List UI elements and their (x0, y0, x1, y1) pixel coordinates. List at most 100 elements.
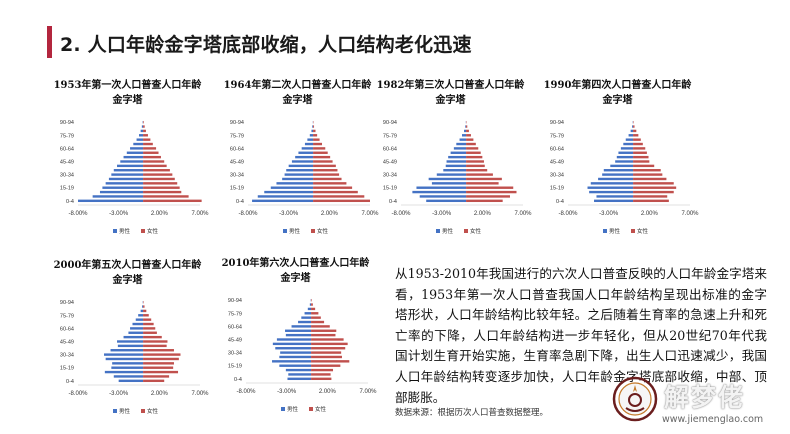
watermark-logo-icon (612, 376, 658, 422)
bar-male-0-4 (78, 199, 144, 203)
legend-swatch (283, 229, 287, 233)
bar-male-15-19 (111, 366, 144, 369)
bar-female-40-44 (313, 164, 336, 168)
legend-label: 女性 (315, 405, 327, 413)
bar-female-65-69 (143, 322, 154, 326)
y-tick-label: 30-34 (383, 173, 397, 179)
bar-female-35-39 (633, 169, 661, 172)
bar-female-30-34 (311, 351, 342, 354)
y-tick-label: 0-4 (389, 199, 397, 205)
bar-female-30-34 (466, 173, 493, 176)
bar-male-25-29 (598, 177, 634, 181)
bar-male-85-89 (141, 125, 144, 128)
x-tick-label: -3.00% (109, 391, 129, 397)
x-tick-label: -3.00% (599, 211, 619, 217)
y-tick-label: 30-34 (228, 351, 242, 357)
bar-male-70-74 (135, 318, 144, 321)
bar-female-70-74 (633, 138, 641, 141)
bar-male-40-44 (445, 164, 467, 168)
bar-male-15-19 (270, 186, 314, 189)
bar-female-55-59 (633, 151, 647, 154)
bar-male-45-49 (615, 160, 634, 163)
legend-swatch (309, 407, 313, 411)
bar-male-35-39 (286, 169, 314, 172)
watermark: 解梦佬 www.jiemenglao.com (612, 376, 787, 432)
y-tick-label: 30-34 (60, 353, 74, 359)
bar-male-10-14 (104, 370, 144, 374)
y-tick-label: 90-94 (383, 120, 397, 126)
bar-male-80-84 (140, 129, 144, 133)
x-tick-label: -3.00% (432, 211, 452, 217)
bar-male-45-49 (291, 160, 314, 163)
legend-swatch (113, 229, 117, 233)
bar-male-25-29 (108, 177, 144, 181)
x-tick-label: -3.00% (279, 211, 299, 217)
bar-female-10-14 (311, 368, 334, 372)
bar-female-0-4 (313, 199, 370, 203)
bar-female-50-54 (633, 155, 649, 159)
bar-male-0-4 (252, 199, 314, 203)
y-tick-label: 75-79 (228, 311, 242, 317)
bar-male-55-59 (128, 331, 144, 334)
bar-male-0-4 (287, 377, 312, 381)
bar-male-40-44 (117, 344, 144, 348)
y-tick-label: 75-79 (60, 133, 74, 139)
bar-female-80-84 (466, 129, 469, 133)
bar-male-0-4 (594, 199, 634, 203)
bar-male-45-49 (276, 338, 312, 341)
bar-female-20-24 (311, 360, 350, 363)
y-tick-label: 45-49 (230, 160, 244, 166)
bar-male-70-74 (136, 138, 144, 141)
y-tick-label: 90-94 (60, 120, 74, 126)
bar-female-65-69 (143, 142, 153, 146)
chart-title: 1964年第二次人口普查人口年龄金字塔 (223, 80, 372, 106)
bar-female-20-24 (466, 182, 499, 185)
y-tick-label: 0-4 (556, 199, 564, 205)
bar-male-10-14 (264, 190, 314, 194)
y-tick-label: 60-64 (230, 146, 244, 152)
x-tick-label: 2.00% (474, 211, 492, 217)
bar-male-5-9 (92, 195, 144, 198)
legend-label: 女性 (147, 227, 159, 235)
legend-swatch (436, 229, 440, 233)
bar-male-30-34 (284, 173, 314, 176)
bar-female-25-29 (143, 357, 179, 361)
legend-swatch (311, 229, 315, 233)
y-tick-label: 30-34 (60, 173, 74, 179)
pyramid-plot: 0-4 15-19 30-34 45-49 60-64 75-79 90-94 -8.00% -… (550, 120, 699, 235)
bar-female-50-54 (466, 155, 483, 159)
bar-male-25-29 (282, 177, 314, 181)
bar-female-65-69 (311, 320, 325, 324)
bar-female-45-49 (143, 340, 168, 343)
x-tick-label: -8.00% (68, 391, 88, 397)
legend-label: 女性 (637, 227, 649, 235)
pyramid-chart-1982: 1982年第三次人口普查人口年龄金字塔 0-4 15-19 30-34 45-49 60… (373, 76, 533, 246)
bar-female-60-64 (466, 147, 479, 150)
bar-female-80-84 (143, 129, 146, 133)
bar-female-85-89 (466, 125, 468, 128)
bar-female-65-69 (466, 142, 476, 146)
bar-female-40-44 (143, 164, 167, 168)
bar-female-75-79 (311, 312, 319, 315)
pyramid-chart-1990: 1990年第四次人口普查人口年龄金字塔 0-4 15-19 30-34 45-49 60… (540, 76, 700, 246)
bar-male-35-39 (603, 169, 634, 172)
bar-male-5-9 (113, 375, 144, 378)
bar-female-55-59 (143, 331, 157, 334)
bar-male-55-59 (285, 329, 312, 332)
legend-swatch (141, 409, 145, 413)
bar-female-70-74 (311, 316, 321, 319)
bar-female-15-19 (143, 366, 174, 369)
bar-male-35-39 (113, 169, 144, 172)
bar-female-65-69 (313, 142, 323, 146)
bar-female-0-4 (633, 199, 669, 203)
bar-male-85-89 (309, 303, 312, 306)
y-tick-label: 75-79 (60, 313, 74, 319)
bar-female-30-34 (143, 353, 181, 356)
bar-female-60-64 (143, 147, 157, 150)
bar-female-25-29 (466, 177, 502, 181)
bar-female-85-89 (633, 125, 635, 128)
bar-female-70-74 (313, 138, 320, 141)
bar-female-5-9 (313, 195, 365, 198)
bar-male-30-34 (104, 353, 144, 356)
